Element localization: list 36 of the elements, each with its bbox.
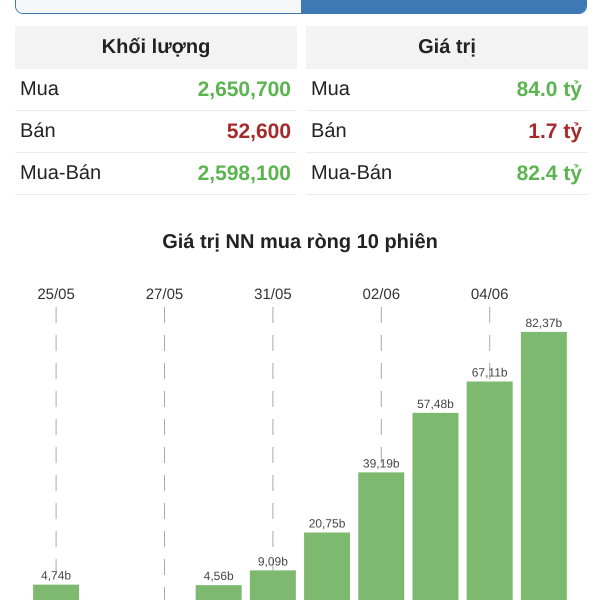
data-label: 4,56b <box>204 569 234 584</box>
bar <box>304 532 350 600</box>
text: 82.4 tỷ <box>516 162 582 184</box>
text: Giá trị <box>418 36 476 59</box>
data-label: 4,74b <box>41 568 72 583</box>
data-label: 67,11b <box>472 366 508 380</box>
text: 1.7 tỷ <box>528 120 582 142</box>
x-tick-label: 31/05 <box>254 286 292 303</box>
text: Mua <box>20 78 59 100</box>
text: Mua <box>311 78 350 100</box>
x-tick-label: 25/05 <box>37 286 75 303</box>
bar <box>196 585 242 600</box>
bar <box>466 382 513 600</box>
x-tick-label: 04/06 <box>470 286 508 303</box>
text: Mua-Bán <box>20 162 102 184</box>
bar <box>520 332 567 600</box>
data-label: 9,09b <box>258 554 288 568</box>
text: Bán <box>311 120 347 142</box>
chart-title: Giá trị NN mua ròng 10 phiên <box>162 231 438 253</box>
data-label: 39,19b <box>362 456 400 470</box>
bar <box>412 412 458 600</box>
bar <box>358 472 404 600</box>
text: Bán <box>20 120 56 142</box>
text: 52,600 <box>226 120 291 142</box>
x-tick-label: 27/05 <box>146 286 184 303</box>
text: Mua-Bán <box>311 162 392 184</box>
text: 84.0 tỷ <box>516 78 582 100</box>
bar <box>33 584 80 600</box>
x-tick-label: 02/06 <box>362 286 400 303</box>
bar <box>250 570 296 600</box>
data-label: 82,37b <box>526 316 563 330</box>
data-label: 20,75b <box>308 516 346 530</box>
text: 2,650,700 <box>198 78 291 100</box>
data-label: 57,48b <box>417 396 454 411</box>
text: Khối lượng <box>102 36 210 59</box>
text: 2,598,100 <box>198 162 291 184</box>
